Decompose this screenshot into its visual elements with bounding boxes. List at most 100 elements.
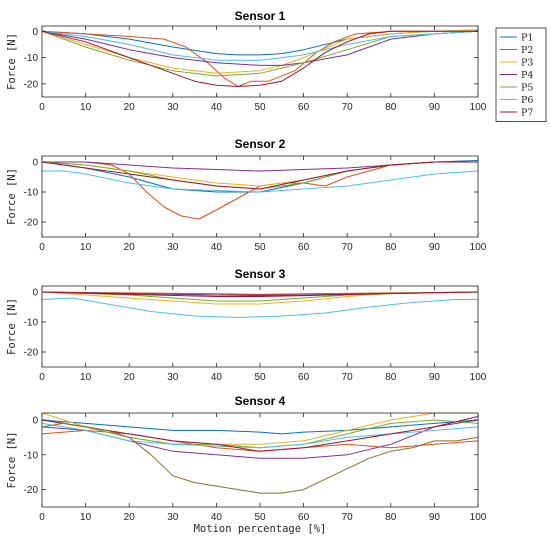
- series-line-p4: [41, 419, 479, 459]
- legend-label-p4: P4: [521, 70, 533, 81]
- y-tick-label: 0: [32, 415, 38, 426]
- chart-title: Sensor 1: [235, 9, 286, 23]
- x-tick-label: 100: [470, 372, 487, 383]
- y-tick-label: -10: [24, 318, 39, 329]
- chart-panel-3: Sensor 3 0 10 20 30 40 50 60 70 80 90 100 0 -10 -20 For…: [6, 267, 487, 383]
- y-tick-label: 0: [32, 27, 38, 38]
- x-tick-label: 70: [342, 102, 354, 113]
- series-line-p4: [41, 30, 479, 66]
- x-tick-label: 60: [298, 512, 310, 523]
- x-tick-label: 0: [39, 372, 45, 383]
- x-tick-label: 70: [342, 242, 354, 253]
- x-tick-label: 90: [429, 242, 441, 253]
- x-tick-label: 10: [80, 372, 92, 383]
- x-tick-label: 40: [211, 242, 223, 253]
- series-line-p6: [41, 422, 479, 449]
- x-tick-label: 50: [254, 242, 266, 253]
- series-line-p6: [41, 297, 478, 318]
- x-tick-label: 80: [385, 512, 397, 523]
- y-axis-label: Force [N]: [6, 168, 18, 225]
- x-tick-label: 100: [470, 512, 487, 523]
- series-line-p7: [41, 161, 478, 190]
- x-tick-label: 100: [470, 242, 487, 253]
- x-tick-label: 60: [298, 242, 310, 253]
- x-tick-label: 50: [254, 102, 266, 113]
- series-line-p2: [41, 30, 478, 87]
- series-line-p5: [41, 30, 479, 77]
- y-axis-label: Force [N]: [6, 432, 18, 489]
- y-tick-label: -20: [24, 485, 39, 496]
- chart-panel-2: Sensor 2 0 10 20 30 40 50 60 70 80 90 100 0 -10 -20 For…: [6, 137, 487, 253]
- x-tick-label: 10: [80, 512, 92, 523]
- x-tick-label: 80: [385, 372, 397, 383]
- x-tick-label: 90: [429, 102, 441, 113]
- legend-label-p3: P3: [521, 58, 533, 69]
- series-line-p6: [41, 30, 479, 61]
- x-tick-label: 90: [429, 372, 441, 383]
- y-axis-label: Force [N]: [6, 33, 18, 90]
- y-tick-label: -20: [24, 348, 39, 359]
- series-line-p5: [41, 419, 479, 449]
- x-tick-label: 40: [211, 512, 223, 523]
- legend-label-p5: P5: [521, 83, 533, 94]
- x-tick-label: 10: [80, 102, 92, 113]
- x-tick-label: 20: [124, 512, 136, 523]
- x-tick-label: 70: [342, 512, 354, 523]
- y-tick-label: -20: [24, 218, 39, 229]
- series-line-p3: [41, 161, 478, 187]
- x-tick-label: 70: [342, 372, 354, 383]
- plot-frame: [41, 285, 479, 368]
- y-tick-label: 0: [32, 288, 38, 299]
- chart-panel-4: Sensor 4 0 10 20 30 40 50 60 70 80 90 100 0 -10 -20 For…: [6, 394, 487, 535]
- y-tick-label: -10: [24, 188, 39, 199]
- y-tick-label: -10: [24, 53, 39, 64]
- legend-label-p2: P2: [521, 45, 533, 56]
- x-tick-label: 60: [298, 102, 310, 113]
- x-tick-label: 0: [39, 102, 45, 113]
- y-tick-label: 0: [32, 158, 38, 169]
- x-tick-label: 90: [429, 512, 441, 523]
- x-tick-label: 50: [254, 512, 266, 523]
- chart-title: Sensor 2: [235, 137, 286, 151]
- x-tick-label: 100: [470, 102, 487, 113]
- x-tick-label: 60: [298, 372, 310, 383]
- x-tick-label: 40: [211, 102, 223, 113]
- chart-title: Sensor 4: [235, 394, 286, 408]
- series-line-p7: [41, 416, 479, 452]
- series-line-p1: [41, 419, 479, 435]
- x-tick-label: 30: [167, 512, 179, 523]
- x-tick-label: 30: [167, 102, 179, 113]
- x-tick-label: 20: [124, 102, 136, 113]
- x-tick-label: 80: [385, 102, 397, 113]
- y-axis-label: Force [N]: [6, 298, 18, 355]
- legend-label-p7: P7: [521, 108, 533, 119]
- y-tick-label: -20: [24, 79, 39, 90]
- series-line-p2: [42, 161, 478, 220]
- x-tick-label: 0: [39, 242, 45, 253]
- x-tick-label: 20: [124, 242, 136, 253]
- legend-label-p6: P6: [521, 95, 533, 106]
- series-line-p8: [41, 422, 479, 494]
- series-line-p1: [41, 160, 479, 193]
- chart-panel-1: Sensor 1 0 10 20 30 40 50 60 70 80 90 100 0 -10 -20 For…: [6, 9, 547, 122]
- x-tick-label: 20: [124, 372, 136, 383]
- x-tick-label: 40: [211, 372, 223, 383]
- series-line-p3: [41, 291, 479, 305]
- x-tick-label: 80: [385, 242, 397, 253]
- series-line-p3: [41, 412, 478, 445]
- legend-label-p1: P1: [521, 33, 533, 44]
- y-tick-label: -10: [24, 450, 39, 461]
- x-axis-label: Motion percentage [%]: [194, 523, 327, 535]
- x-tick-label: 10: [80, 242, 92, 253]
- x-tick-label: 30: [167, 372, 179, 383]
- series-line-p5: [41, 161, 478, 190]
- series-line-p7: [41, 30, 478, 87]
- series-line-p6: [42, 170, 479, 193]
- x-tick-label: 30: [167, 242, 179, 253]
- x-tick-label: 50: [254, 372, 266, 383]
- series-line-p2: [41, 291, 479, 295]
- chart-title: Sensor 3: [235, 267, 286, 281]
- series-line-p7: [41, 291, 479, 297]
